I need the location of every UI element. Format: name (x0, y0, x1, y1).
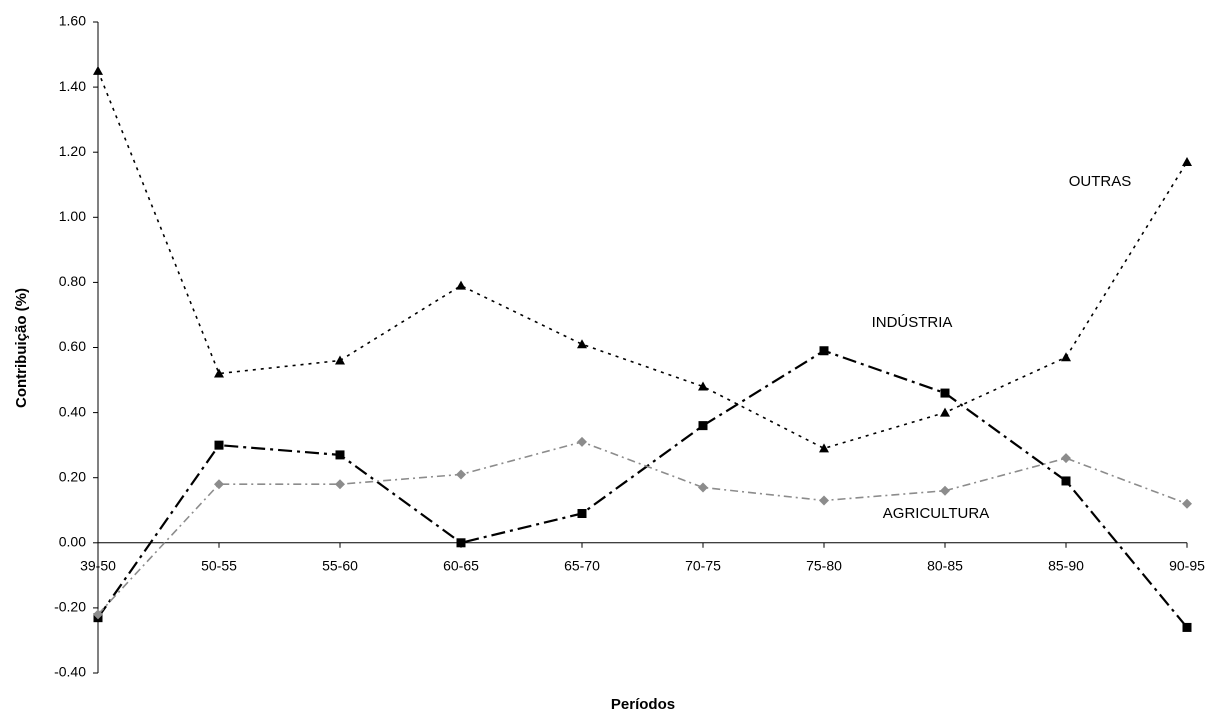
x-tick-label: 90-95 (1169, 558, 1205, 574)
point-marker (940, 407, 950, 417)
point-marker (214, 440, 224, 450)
y-tick-label: 0.60 (59, 338, 86, 354)
point-marker (456, 538, 466, 548)
y-tick-label: 1.40 (59, 78, 86, 94)
y-tick-label: -0.20 (54, 599, 86, 615)
point-marker (335, 479, 345, 490)
x-tick-label: 75-80 (806, 558, 842, 574)
point-marker (698, 482, 708, 493)
point-marker (335, 450, 345, 460)
x-tick-label: 85-90 (1048, 558, 1084, 574)
point-marker (1182, 498, 1192, 509)
y-tick-label: 0.80 (59, 273, 86, 289)
point-marker (456, 280, 466, 290)
series-label: AGRICULTURA (883, 505, 989, 522)
y-tick-label: 1.20 (59, 143, 86, 159)
series-line (97, 349, 1188, 629)
point-marker (93, 609, 103, 620)
x-tick-label: 70-75 (685, 558, 721, 574)
series-line (97, 70, 1188, 450)
series-label: OUTRAS (1069, 173, 1132, 190)
point-marker (819, 346, 829, 356)
point-marker (214, 368, 224, 378)
point-marker (214, 479, 224, 490)
point-marker (1182, 622, 1192, 632)
y-tick-label: -0.40 (54, 664, 86, 680)
y-tick-label: 0.00 (59, 534, 86, 550)
point-marker (577, 436, 587, 447)
y-tick-label: 1.00 (59, 208, 86, 224)
point-marker (698, 421, 708, 431)
x-tick-label: 55-60 (322, 558, 358, 574)
y-axis-title: Contribuição (%) (13, 288, 30, 408)
point-marker (819, 443, 829, 453)
point-marker (335, 355, 345, 365)
series-line (97, 441, 1188, 615)
x-tick-label: 39-50 (80, 558, 116, 574)
point-marker (1061, 476, 1071, 486)
series-label: INDÚSTRIA (872, 314, 953, 331)
x-tick-label: 65-70 (564, 558, 600, 574)
point-marker (1061, 352, 1071, 362)
y-tick-label: 0.40 (59, 403, 86, 419)
x-tick-label: 80-85 (927, 558, 963, 574)
x-axis-title: Períodos (611, 696, 675, 713)
point-marker (940, 388, 950, 398)
point-marker (577, 509, 587, 519)
point-marker (1061, 453, 1071, 464)
point-marker (577, 339, 587, 349)
point-marker (93, 65, 103, 75)
point-marker (456, 469, 466, 480)
point-marker (819, 495, 829, 506)
y-tick-label: 0.20 (59, 468, 86, 484)
point-marker (940, 485, 950, 496)
point-marker (1182, 156, 1192, 166)
x-tick-label: 60-65 (443, 558, 479, 574)
y-tick-label: 1.60 (59, 13, 86, 29)
point-marker (698, 381, 708, 391)
x-tick-label: 50-55 (201, 558, 237, 574)
